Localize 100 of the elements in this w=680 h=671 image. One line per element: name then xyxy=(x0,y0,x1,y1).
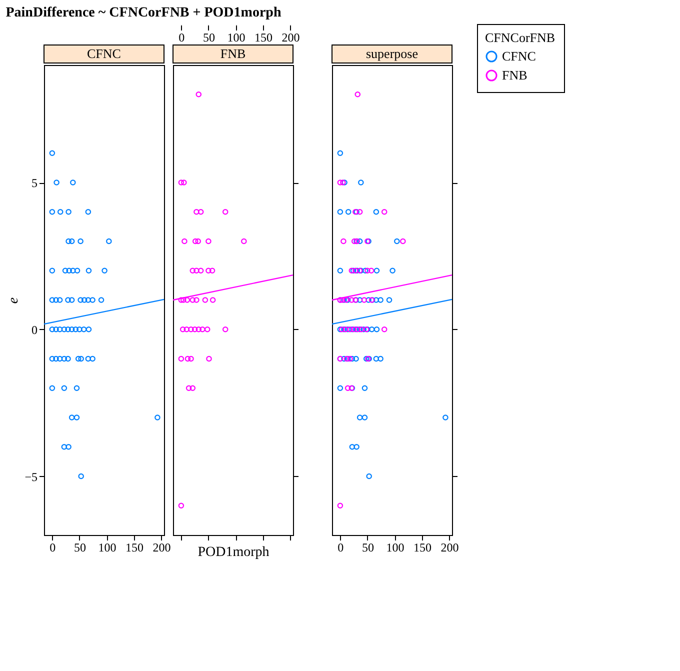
point xyxy=(206,268,212,274)
point xyxy=(78,356,84,362)
point xyxy=(53,326,59,332)
point xyxy=(337,208,344,215)
point xyxy=(196,91,202,98)
point xyxy=(68,238,75,244)
point xyxy=(68,414,75,420)
point xyxy=(351,238,358,244)
point xyxy=(186,385,192,392)
point xyxy=(349,356,356,362)
point xyxy=(74,268,80,274)
point xyxy=(61,385,68,392)
point xyxy=(362,414,368,420)
point xyxy=(368,326,375,332)
x2-tick-label: 200 xyxy=(282,30,300,44)
point xyxy=(90,297,96,303)
point xyxy=(190,268,196,274)
point xyxy=(194,208,200,215)
point xyxy=(76,326,82,332)
point xyxy=(337,150,344,156)
legend-label: CFNC xyxy=(502,48,536,64)
point xyxy=(204,326,210,332)
point xyxy=(106,238,112,244)
point xyxy=(374,268,380,274)
point xyxy=(53,356,59,362)
point xyxy=(198,208,204,215)
point xyxy=(49,268,56,274)
point xyxy=(378,356,384,362)
point xyxy=(49,326,56,332)
point xyxy=(180,326,186,332)
point xyxy=(85,297,92,303)
point xyxy=(356,297,363,303)
point xyxy=(381,208,388,215)
point xyxy=(66,444,72,450)
point xyxy=(53,297,59,303)
point xyxy=(373,356,380,362)
point xyxy=(68,326,75,332)
point xyxy=(362,268,368,274)
point xyxy=(61,444,68,450)
point xyxy=(368,268,374,274)
point xyxy=(373,297,380,303)
point xyxy=(184,326,190,332)
point xyxy=(178,297,184,303)
x-tick-label: 150 xyxy=(414,540,432,554)
point xyxy=(358,180,364,186)
point xyxy=(154,414,160,420)
point xyxy=(210,297,216,303)
point xyxy=(49,385,56,392)
point xyxy=(61,356,68,362)
point xyxy=(337,502,344,509)
point xyxy=(66,208,72,215)
point xyxy=(209,268,216,274)
point xyxy=(341,356,347,362)
x-tick-label: 200 xyxy=(152,540,171,554)
chart-subtitle: FNB xyxy=(220,46,246,61)
y-tick-label: −5 xyxy=(24,470,38,484)
chart-title: PainDifference ~ CFNCorFNB + POD1morph xyxy=(6,6,282,20)
point xyxy=(70,268,76,274)
x-tick-label: 100 xyxy=(98,540,116,554)
point xyxy=(202,297,208,303)
point xyxy=(347,326,353,332)
point xyxy=(344,385,351,392)
legend-title: CFNCorFNB xyxy=(485,30,556,45)
point xyxy=(102,268,108,274)
point xyxy=(349,444,356,450)
x-tick-label: 100 xyxy=(386,540,404,554)
point xyxy=(182,238,188,244)
point xyxy=(354,444,360,450)
point xyxy=(74,385,80,392)
point xyxy=(178,180,184,186)
point xyxy=(49,208,56,215)
point xyxy=(61,326,68,332)
x-tick-label: 200 xyxy=(440,540,459,554)
point xyxy=(66,268,72,274)
point xyxy=(373,208,380,215)
point xyxy=(194,268,200,274)
point xyxy=(78,473,84,480)
point xyxy=(86,326,92,332)
point xyxy=(178,356,184,362)
point xyxy=(192,326,198,332)
x-tick-label: 150 xyxy=(126,540,144,554)
point xyxy=(75,356,82,362)
point xyxy=(241,238,247,244)
point xyxy=(49,150,56,156)
point xyxy=(62,268,68,274)
point xyxy=(222,208,228,215)
point xyxy=(78,297,84,303)
point xyxy=(80,326,87,332)
point xyxy=(85,208,92,215)
point xyxy=(200,326,206,332)
point xyxy=(49,356,56,362)
x-tick-label: 50 xyxy=(74,540,86,554)
point xyxy=(56,326,63,332)
point xyxy=(400,238,406,244)
point xyxy=(56,297,63,303)
point xyxy=(178,502,184,509)
point xyxy=(184,356,191,362)
point xyxy=(337,268,344,274)
chart-subtitle: superpose xyxy=(366,46,418,61)
point xyxy=(366,473,372,480)
